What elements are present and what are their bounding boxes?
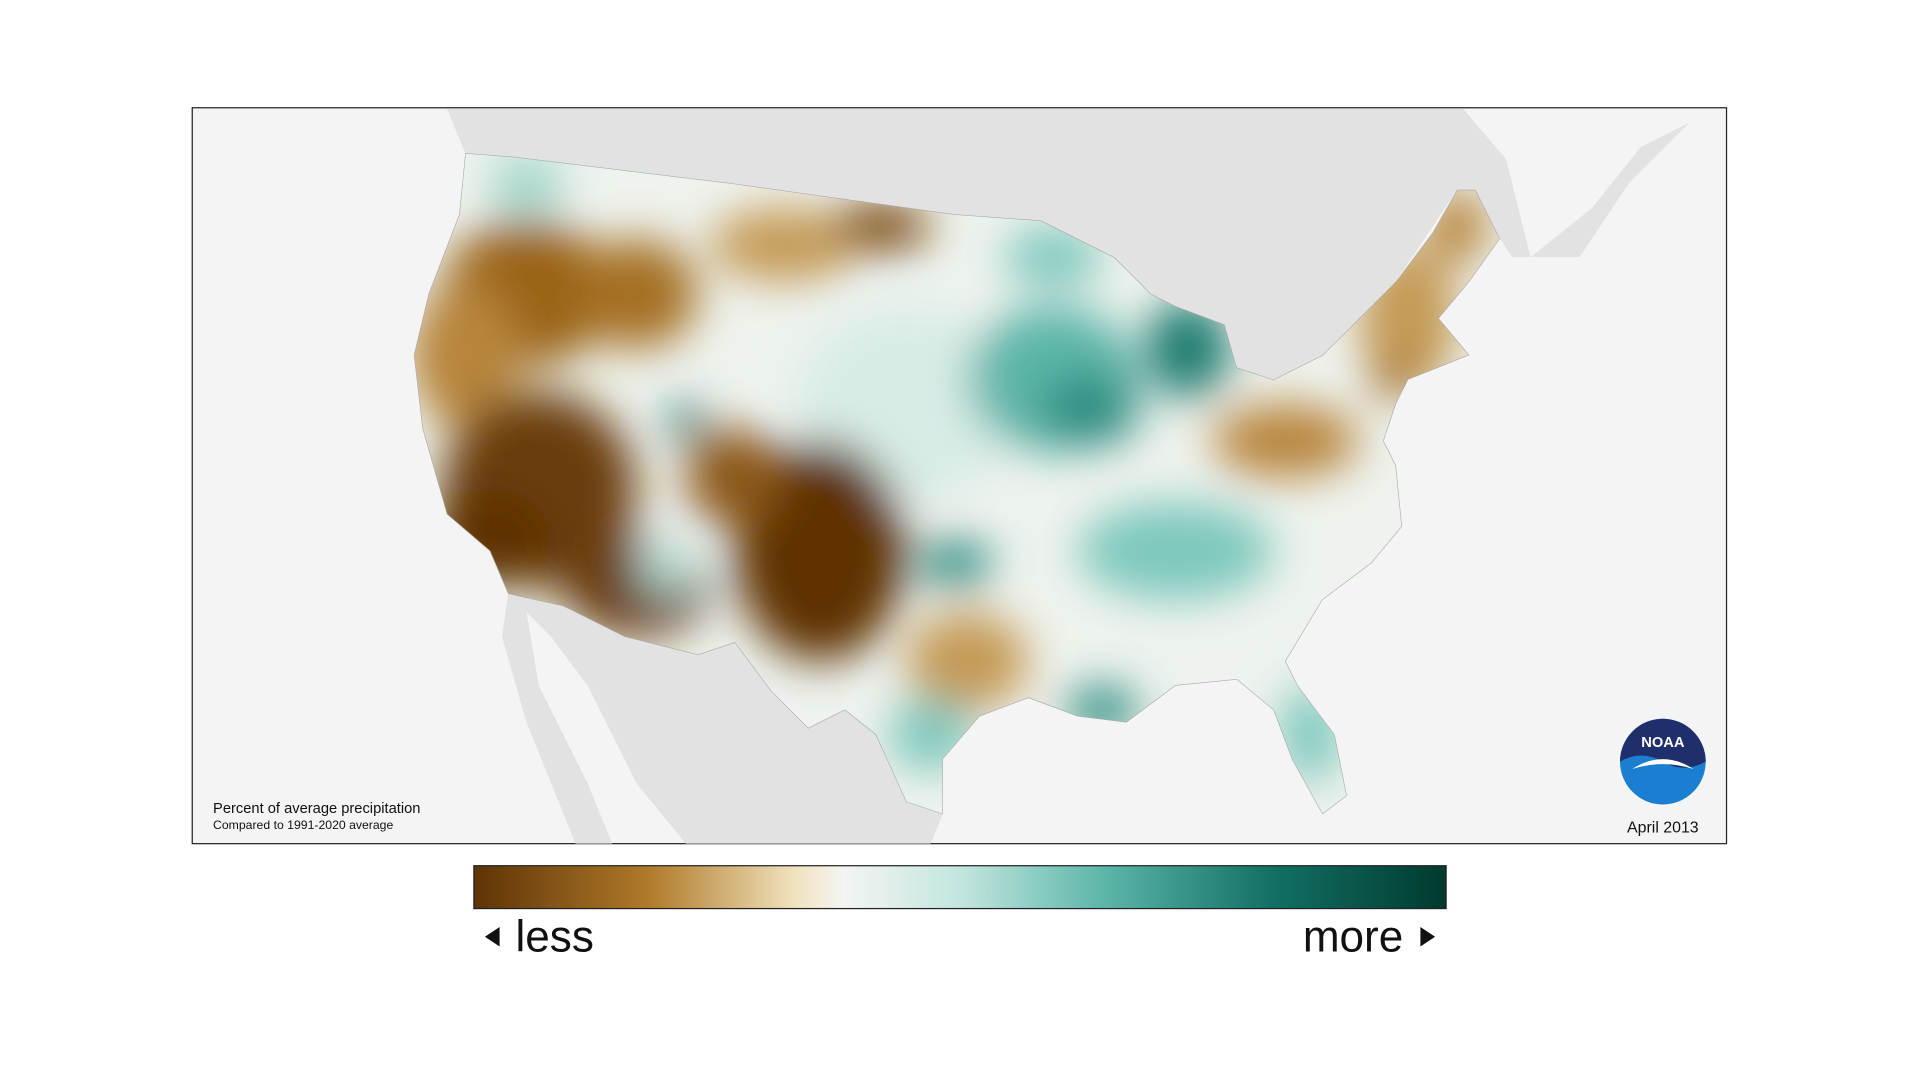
neighbor-land	[446, 108, 1690, 844]
noaa-logo: NOAA	[1620, 718, 1706, 805]
map-subtitle: Compared to 1991-2020 average	[213, 818, 393, 832]
logo-text: NOAA	[1641, 735, 1685, 751]
legend-bar	[473, 865, 1447, 910]
legend-high: more	[1303, 912, 1403, 961]
precipitation-field	[413, 153, 1500, 815]
less-arrow	[484, 926, 500, 947]
legend-low: less	[516, 912, 594, 961]
more-arrow	[1420, 926, 1436, 947]
map-title: Percent of average precipitation	[213, 801, 420, 817]
map-date: April 2013	[1627, 820, 1699, 837]
